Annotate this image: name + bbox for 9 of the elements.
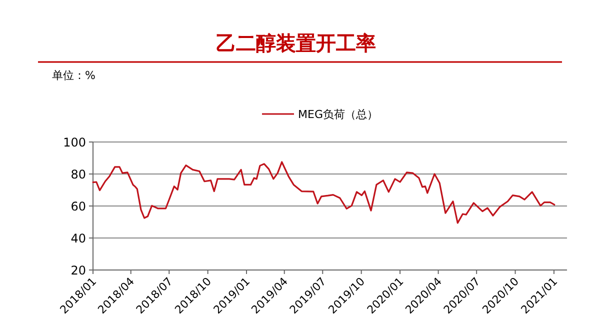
legend-label: MEG负荷（总） [298,108,378,121]
y-tick-label: 100 [63,136,86,150]
chart-title: 乙二醇装置开工率 [216,31,376,55]
text: 单位：% [52,69,96,82]
y-tick-label: 40 [70,232,86,246]
y-tick-label: 80 [70,168,86,182]
line-series [92,161,556,224]
y-tick-label: 60 [70,200,86,214]
y-tick-label: 20 [70,264,86,278]
